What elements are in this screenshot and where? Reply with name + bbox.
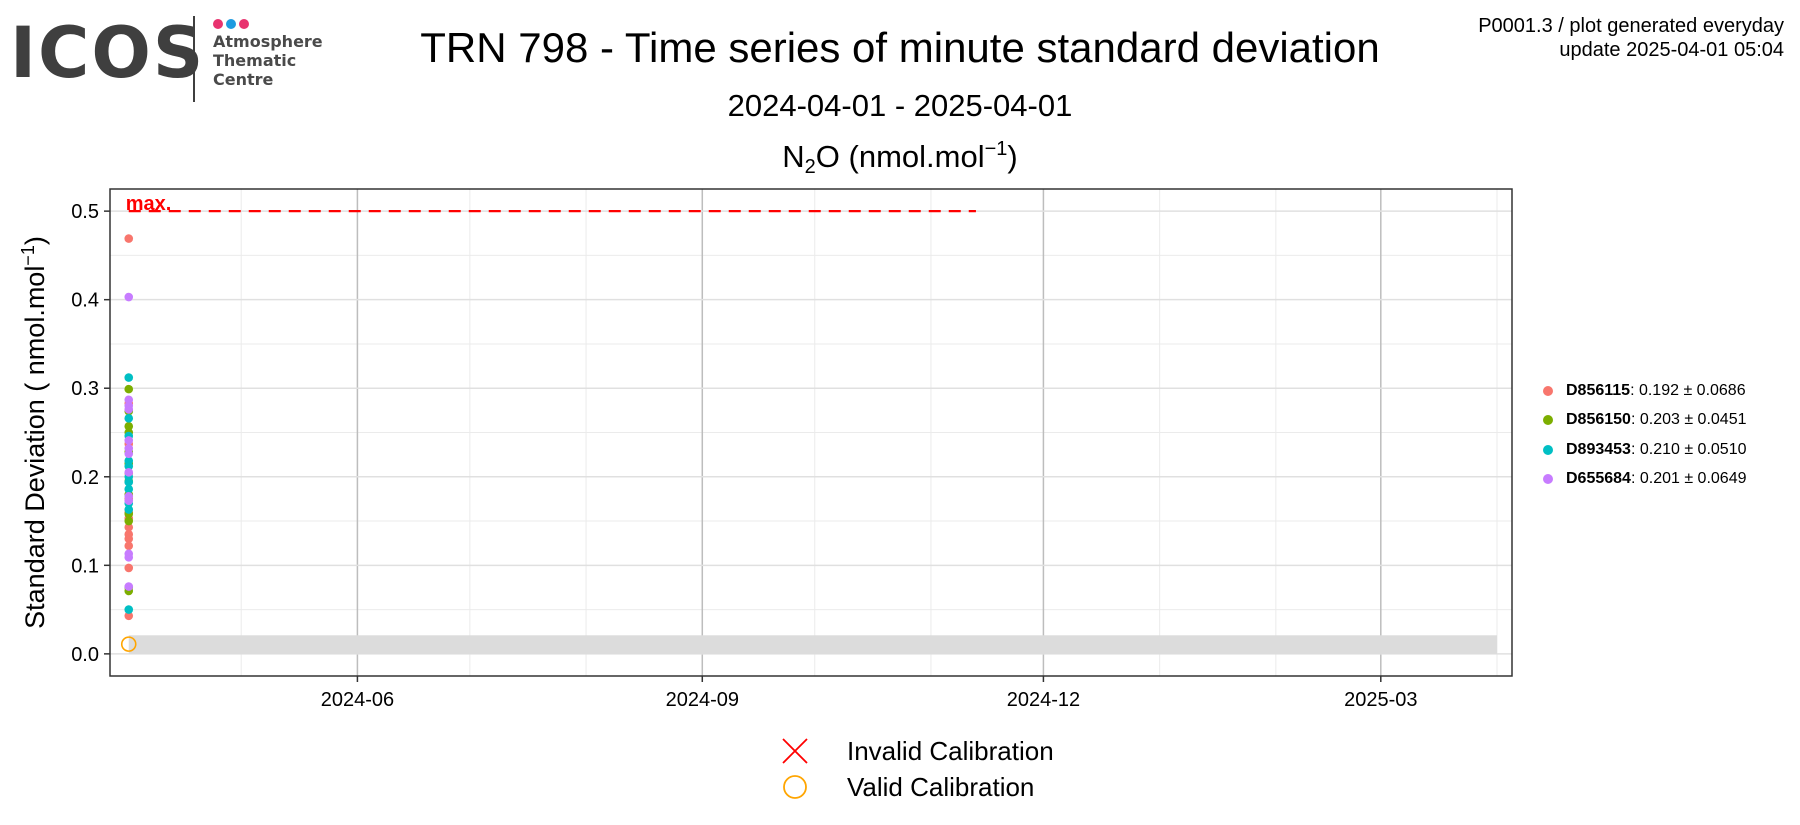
species-main: N: [782, 139, 805, 174]
valid-calibration-marker: [783, 775, 807, 799]
data-point: [124, 395, 134, 405]
data-point: [124, 522, 134, 532]
y-axis-label-sup: −1: [18, 245, 38, 266]
logo-dots: [213, 16, 252, 34]
data-point: [124, 384, 134, 394]
legend-series-stats: : 0.201 ± 0.0649: [1630, 470, 1747, 488]
data-point: [124, 541, 134, 551]
legend-series-stats: : 0.192 ± 0.0686: [1630, 381, 1746, 399]
data-point: [124, 516, 134, 526]
y-tick-label: 0.2: [71, 467, 99, 489]
legend-item: D856115: 0.192 ± 0.0686: [1540, 376, 1747, 406]
plot-info: P0001.3 / plot generated everyday update…: [1478, 14, 1784, 62]
logo-dot: [213, 19, 223, 29]
data-point: [124, 534, 134, 544]
plot-info-line-2: update 2025-04-01 05:04: [1559, 39, 1784, 61]
plot-info-line-1: P0001.3 / plot generated everyday: [1478, 15, 1784, 37]
invalid-calibration-label: Invalid Calibration: [847, 735, 1054, 766]
data-point: [124, 373, 134, 382]
species-sup: −1: [984, 138, 1008, 160]
y-axis-label-main: Standard Deviation ( nmol.mol: [20, 266, 50, 629]
data-point: [124, 414, 134, 423]
logo-dot: [226, 19, 236, 29]
data-point: [124, 461, 134, 471]
calibration-legend: Invalid Calibration Valid Calibration: [775, 733, 1054, 805]
species-label: N2O (nmol.mol−1): [0, 138, 1800, 179]
threshold-band: [128, 635, 1498, 654]
valid-calibration-label: Valid Calibration: [847, 771, 1035, 802]
legend-series-name: D893453: [1566, 440, 1631, 458]
legend-series-name: D856150: [1566, 411, 1631, 429]
series-legend: D856115: 0.192 ± 0.0686 D856150: 0.203 ± …: [1540, 376, 1747, 494]
logo-line-2: Thematic: [213, 51, 297, 70]
x-tick-label: 2025-03: [1344, 689, 1417, 711]
species-close: ): [1007, 139, 1018, 174]
data-point: [124, 505, 134, 514]
data-point: [124, 405, 134, 414]
legend-series-stats: : 0.210 ± 0.0510: [1630, 440, 1747, 458]
chart-subtitle: 2024-04-01 - 2025-04-01: [727, 88, 1073, 123]
invalid-calibration-legend-item: Invalid Calibration: [775, 733, 1054, 769]
logo-divider: [193, 16, 195, 102]
legend-series-stats: : 0.203 ± 0.0451: [1630, 411, 1747, 429]
icos-logo: ICOS Atmosphere Thematic Centre: [10, 12, 323, 106]
logo-line-3: Centre: [213, 70, 274, 89]
x-tick-label: 2024-09: [666, 689, 739, 711]
species-after: O (nmol.mol: [815, 139, 985, 174]
y-tick-label: 0.4: [71, 290, 99, 312]
y-tick-label: 0.0: [71, 644, 99, 666]
logo-text: Atmosphere Thematic Centre: [213, 32, 323, 89]
legend-series-name: D856115: [1566, 381, 1631, 399]
legend-dot: [1543, 444, 1553, 455]
data-point: [124, 484, 134, 494]
y-axis-label-close: ): [20, 236, 50, 245]
plot-border: [109, 188, 1513, 677]
data-point: [124, 563, 134, 573]
logo-line-1: Atmosphere: [213, 32, 323, 51]
y-axis-label: Standard Deviation ( nmol.mol−1): [18, 236, 50, 629]
data-point: [124, 605, 134, 614]
chart-title: TRN 798 - Time series of minute standard…: [420, 24, 1380, 71]
y-tick-label: 0.1: [71, 555, 99, 577]
species-sub: 2: [804, 156, 816, 178]
legend-dot: [1543, 385, 1553, 396]
legend-item: D856150: 0.203 ± 0.0451: [1540, 406, 1747, 436]
data-point: [124, 553, 134, 562]
logo-dot: [239, 19, 249, 29]
x-tick-label: 2024-06: [321, 689, 394, 711]
max-threshold-label: max.: [126, 193, 172, 215]
data-point: [124, 477, 134, 487]
data-point: [124, 582, 134, 591]
data-point: [124, 496, 134, 505]
legend-item: D655684: 0.201 ± 0.0649: [1540, 465, 1747, 495]
y-tick-label: 0.3: [71, 378, 99, 400]
y-tick-label: 0.5: [71, 201, 99, 223]
data-point: [124, 436, 134, 445]
legend-item: D893453: 0.210 ± 0.0510: [1540, 435, 1747, 465]
data-point: [124, 422, 134, 431]
data-point: [124, 234, 134, 243]
legend-dot: [1543, 474, 1553, 485]
legend-series-name: D655684: [1566, 470, 1631, 488]
valid-calibration-point: [120, 636, 137, 652]
data-point: [124, 611, 134, 621]
invalid-calibration-marker: [782, 738, 808, 764]
legend-dot: [1543, 415, 1553, 426]
logo-wordmark: ICOS: [10, 12, 206, 94]
valid-calibration-legend-item: Valid Calibration: [775, 769, 1054, 805]
data-point: [124, 292, 134, 302]
data-point: [124, 449, 134, 459]
data-point: [124, 468, 134, 477]
x-tick-label: 2024-12: [1007, 689, 1080, 711]
